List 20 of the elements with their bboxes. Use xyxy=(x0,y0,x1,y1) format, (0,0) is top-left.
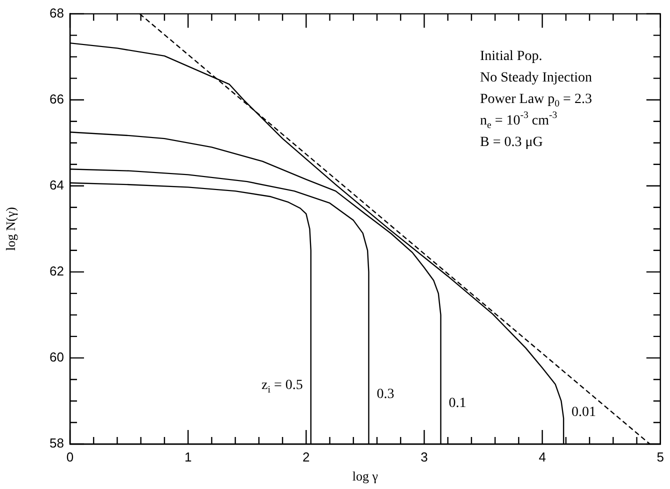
y-tick-label: 64 xyxy=(50,177,64,192)
y-tick-label: 60 xyxy=(50,350,64,365)
y-tick-label: 58 xyxy=(50,436,64,451)
annotation: No Steady Injection xyxy=(480,70,592,86)
y-tick-label: 66 xyxy=(50,91,64,106)
series-label: 0.1 xyxy=(448,396,466,411)
y-axis-title: log N(γ) xyxy=(3,207,18,251)
annotation: Initial Pop. xyxy=(480,48,542,64)
series-label: 0.01 xyxy=(572,405,596,420)
x-tick-label: 0 xyxy=(66,449,74,464)
x-tick-label: 5 xyxy=(656,449,664,464)
x-tick-label: 1 xyxy=(184,449,192,464)
y-tick-label: 62 xyxy=(50,264,64,278)
x-tick-label: 4 xyxy=(538,449,546,464)
annotation: B = 0.3 μG xyxy=(480,134,543,150)
x-tick-label: 2 xyxy=(302,449,310,464)
x-axis-title: log γ xyxy=(352,468,378,484)
y-tick-label: 68 xyxy=(50,5,64,20)
x-tick-label: 3 xyxy=(420,449,428,464)
series-label: 0.3 xyxy=(376,387,394,402)
